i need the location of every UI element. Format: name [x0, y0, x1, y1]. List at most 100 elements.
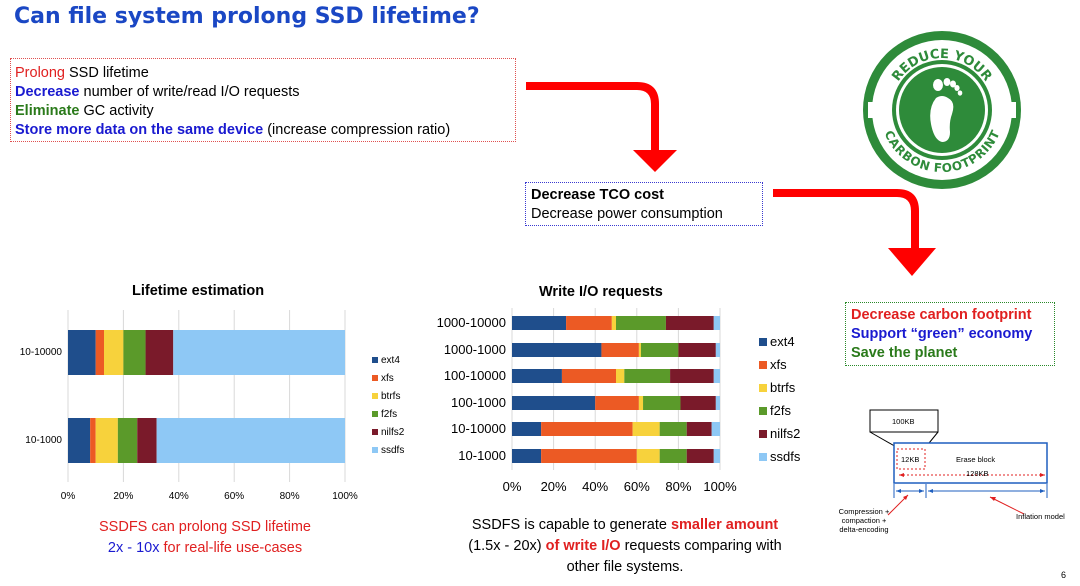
bar-xfs [95, 330, 105, 375]
legend-swatch [372, 357, 378, 363]
bar-f2fs [117, 418, 138, 463]
caption-right: SSDFS is capable to generate smaller amo… [420, 515, 830, 578]
bar-ext4 [68, 418, 91, 463]
legend-item-nilfs2: nilfs2 [372, 423, 404, 441]
legend-swatch [759, 360, 767, 369]
caption-left-line2: 2x - 10x for real-life use-cases [107, 540, 303, 556]
legend-label: xfs [381, 372, 394, 384]
diagram-compression-label: Compression + compaction + delta-encodin… [838, 507, 890, 534]
bar-f2fs [659, 422, 687, 436]
chart2-legend: ext4 xfs btrfs f2fs nilfs2 ssdfs [759, 330, 800, 468]
bar-nilfs2 [686, 449, 714, 463]
legend-label: nilfs2 [381, 426, 405, 438]
bar-btrfs [611, 316, 616, 330]
legend-label: ssdfs [770, 449, 801, 464]
legend-label: ssdfs [381, 444, 405, 456]
page-title: Can file system prolong SSD lifetime? [14, 4, 480, 29]
legend-swatch [759, 383, 767, 392]
x-tick-label: 80% [279, 491, 300, 502]
bar-nilfs2 [678, 343, 716, 357]
legend-label: nilfs2 [770, 426, 801, 441]
bar-nilfs2 [670, 369, 714, 383]
legend-label: ext4 [381, 354, 400, 366]
diagram-erase-block: Erase block [956, 455, 996, 464]
x-tick-label: 20% [540, 479, 567, 494]
legend-swatch [372, 393, 378, 399]
bar-btrfs [104, 330, 124, 375]
category-label: 100-10000 [443, 368, 506, 384]
goal-prolong: Prolong SSD lifetime [15, 65, 149, 81]
bar-xfs [541, 422, 633, 436]
carbon-line1: Decrease carbon footprint [851, 307, 1032, 323]
legend-label: f2fs [770, 403, 791, 418]
goal-store: Store more data on the same device (incr… [15, 122, 451, 138]
legend-swatch [372, 375, 378, 381]
category-label: 10-10000 [451, 421, 506, 437]
legend-item-xfs: xfs [372, 369, 404, 387]
legend-item-btrfs: btrfs [372, 387, 404, 405]
bar-ssdfs [173, 330, 345, 375]
category-label: 10-1000 [25, 434, 62, 446]
x-tick-label: 40% [168, 491, 189, 502]
chart1-title: Lifetime estimation [132, 283, 265, 299]
category-label: 10-10000 [19, 346, 62, 358]
legend-item-f2fs: f2fs [759, 399, 800, 422]
bar-ext4 [512, 316, 567, 330]
carbon-line3: Save the planet [851, 345, 958, 361]
bar-nilfs2 [137, 418, 157, 463]
bar-btrfs [638, 343, 641, 357]
legend-label: f2fs [381, 408, 398, 420]
category-label: 10-1000 [458, 448, 506, 464]
legend-swatch [759, 429, 767, 438]
category-label: 100-1000 [451, 395, 506, 411]
carbon-footprint-badge: REDUCE YOUR CARBON FOOTPRINT [863, 31, 1021, 189]
legend-item-btrfs: btrfs [759, 376, 800, 399]
chart1-legend: ext4 xfs btrfs f2fs nilfs2 ssdfs [372, 351, 404, 459]
diagram-12kb: 12KB [901, 455, 920, 464]
bar-ext4 [512, 422, 542, 436]
diagram-inflation-label: Inflation model [1016, 512, 1065, 521]
bar-f2fs [659, 449, 687, 463]
bar-xfs [561, 369, 616, 383]
bar-f2fs [624, 369, 671, 383]
bar-xfs [90, 418, 96, 463]
bar-nilfs2 [686, 422, 712, 436]
bar-ssdfs [715, 396, 720, 410]
bar-btrfs [616, 369, 625, 383]
bar-ext4 [68, 330, 96, 375]
bar-nilfs2 [665, 316, 714, 330]
page-number: 6 [1060, 570, 1066, 580]
bar-ssdfs [156, 418, 345, 463]
bar-nilfs2 [680, 396, 716, 410]
legend-label: xfs [770, 357, 787, 372]
bar-ssdfs [711, 422, 720, 436]
arrow-2-icon [773, 189, 936, 276]
footprint-icon [930, 96, 954, 142]
legend-swatch [372, 429, 378, 435]
category-label: 1000-1000 [443, 342, 506, 358]
legend-item-ext4: ext4 [372, 351, 404, 369]
legend-swatch [759, 406, 767, 415]
diagram-100kb: 100KB [892, 417, 915, 426]
caption-right-line3: other file systems. [566, 559, 684, 575]
x-tick-label: 100% [703, 479, 737, 494]
caption-right-line2: (1.5x - 20x) of write I/O requests compa… [468, 538, 782, 554]
bar-btrfs [638, 396, 644, 410]
x-tick-label: 0% [502, 479, 522, 494]
bar-btrfs [632, 422, 660, 436]
legend-item-nilfs2: nilfs2 [759, 422, 800, 445]
goal-eliminate: Eliminate GC activity [15, 103, 154, 119]
caption-left: SSDFS can prolong SSD lifetime 2x - 10x … [40, 517, 370, 559]
carbon-box: Decrease carbon footprint Support “green… [845, 302, 1055, 366]
legend-item-ext4: ext4 [759, 330, 800, 353]
bar-xfs [566, 316, 612, 330]
x-tick-label: 80% [665, 479, 692, 494]
legend-item-ssdfs: ssdfs [759, 445, 800, 468]
bar-ssdfs [713, 369, 720, 383]
caption-left-line1: SSDFS can prolong SSD lifetime [99, 519, 311, 535]
x-tick-label: 0% [60, 491, 76, 502]
legend-label: ext4 [770, 334, 795, 349]
bar-ext4 [512, 343, 602, 357]
